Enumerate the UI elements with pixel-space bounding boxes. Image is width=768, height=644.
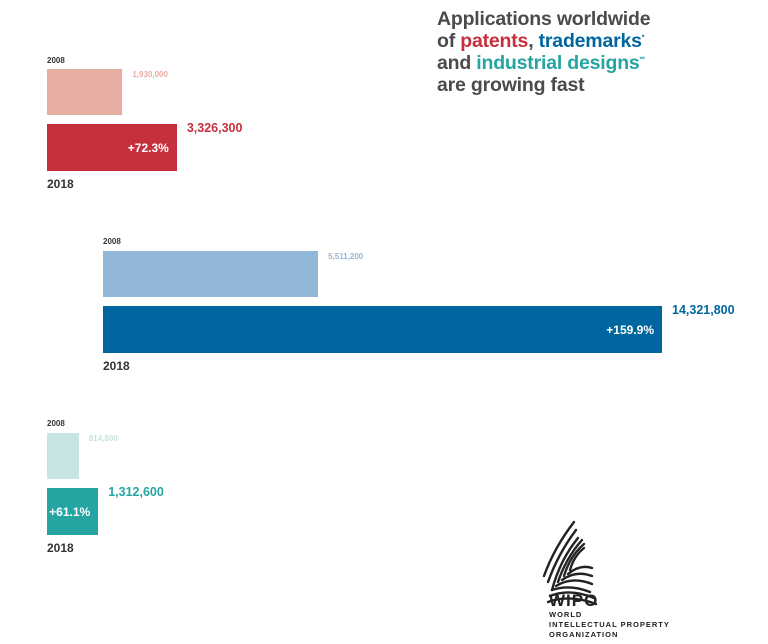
bar-2008 <box>103 251 319 297</box>
title-patents: patents <box>460 30 529 52</box>
logo-line-3: ORGANIZATION <box>549 630 619 639</box>
year-label-2018: 2018 <box>103 359 130 373</box>
wipo-logo-text: WIPO WORLD INTELLECTUAL PROPERTY ORGANIZ… <box>549 592 670 640</box>
bar-2008 <box>47 433 79 479</box>
bar-2018 <box>47 124 177 171</box>
year-label-2018: 2018 <box>47 541 74 555</box>
title-line-3: and industrial designs** <box>437 52 762 74</box>
title-line-1: Applications worldwide <box>437 8 651 30</box>
logo-line-2: INTELLECTUAL PROPERTY <box>549 620 670 629</box>
value-label-2008: 5,511,200 <box>328 252 364 261</box>
change-label: +159.9% <box>606 323 654 337</box>
title-comma: , <box>528 30 539 52</box>
change-label: +61.1% <box>49 505 91 519</box>
bar-2018 <box>103 306 662 353</box>
title-of: of <box>437 30 461 52</box>
value-label-2018: 14,321,800 <box>672 303 735 317</box>
bar-2018 <box>47 488 99 535</box>
value-label-2018: 1,312,600 <box>108 485 164 499</box>
value-label-2018: 3,326,300 <box>186 121 243 135</box>
title-trademarks: trademarks <box>538 30 642 52</box>
year-label-2008: 2008 <box>47 56 65 65</box>
logo-wipo: WIPO <box>549 591 599 610</box>
title-star-2: ** <box>639 56 645 64</box>
wipo-globe-logo-icon <box>542 520 598 606</box>
title-line-2: of patents, trademarks* <box>437 30 762 52</box>
title-and: and <box>437 52 477 74</box>
value-label-2008: 1,930,000 <box>132 70 168 79</box>
change-label: +72.3% <box>127 141 169 155</box>
year-label-2008: 2008 <box>103 237 121 246</box>
logo-line-1: WORLD <box>549 610 583 619</box>
year-label-2018: 2018 <box>47 177 74 191</box>
bar-2008 <box>47 69 123 115</box>
value-label-2008: 814,800 <box>88 434 118 443</box>
chart-title: Applications worldwide of patents, trade… <box>437 8 762 96</box>
year-label-2008: 2008 <box>47 419 65 428</box>
title-line-4: are growing fast <box>437 74 585 96</box>
title-star-1: * <box>641 34 645 42</box>
title-designs: industrial designs <box>476 52 640 74</box>
